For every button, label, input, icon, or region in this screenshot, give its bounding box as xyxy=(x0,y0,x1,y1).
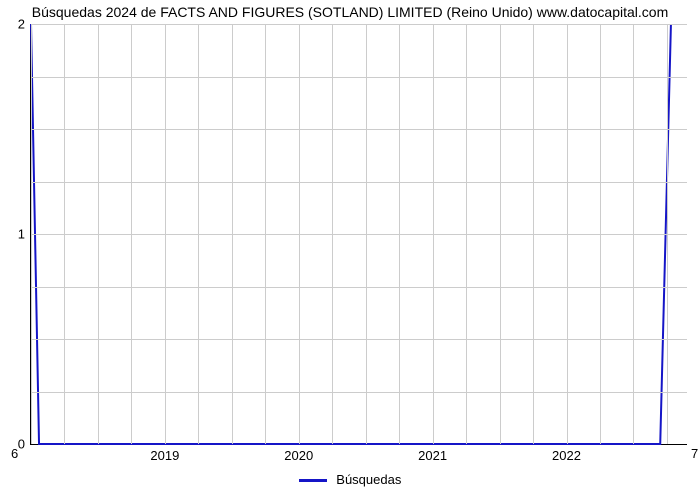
legend-label: Búsquedas xyxy=(336,472,401,487)
gridline-horizontal xyxy=(31,129,687,130)
x-tick-label: 2020 xyxy=(284,448,313,463)
gridline-horizontal xyxy=(31,339,687,340)
gridline-horizontal xyxy=(31,24,687,25)
chart-title: Búsquedas 2024 de FACTS AND FIGURES (SOT… xyxy=(0,4,700,20)
x-tick-label: 2019 xyxy=(150,448,179,463)
x-tick-label: 2022 xyxy=(552,448,581,463)
y-tick-label: 1 xyxy=(18,227,25,242)
legend-swatch xyxy=(299,479,327,482)
legend: Búsquedas xyxy=(0,472,700,487)
gridline-horizontal xyxy=(31,182,687,183)
secondary-label-bottom: 7 xyxy=(691,446,698,461)
gridline-horizontal xyxy=(31,234,687,235)
gridline-horizontal xyxy=(31,287,687,288)
y-tick-label: 2 xyxy=(18,17,25,32)
y-tick-label: 0 xyxy=(18,437,25,452)
x-tick-label: 2021 xyxy=(418,448,447,463)
secondary-label-top: 6 xyxy=(11,446,18,461)
plot-area: 012201920202021202267 xyxy=(30,24,687,445)
gridline-horizontal xyxy=(31,77,687,78)
gridline-horizontal xyxy=(31,392,687,393)
